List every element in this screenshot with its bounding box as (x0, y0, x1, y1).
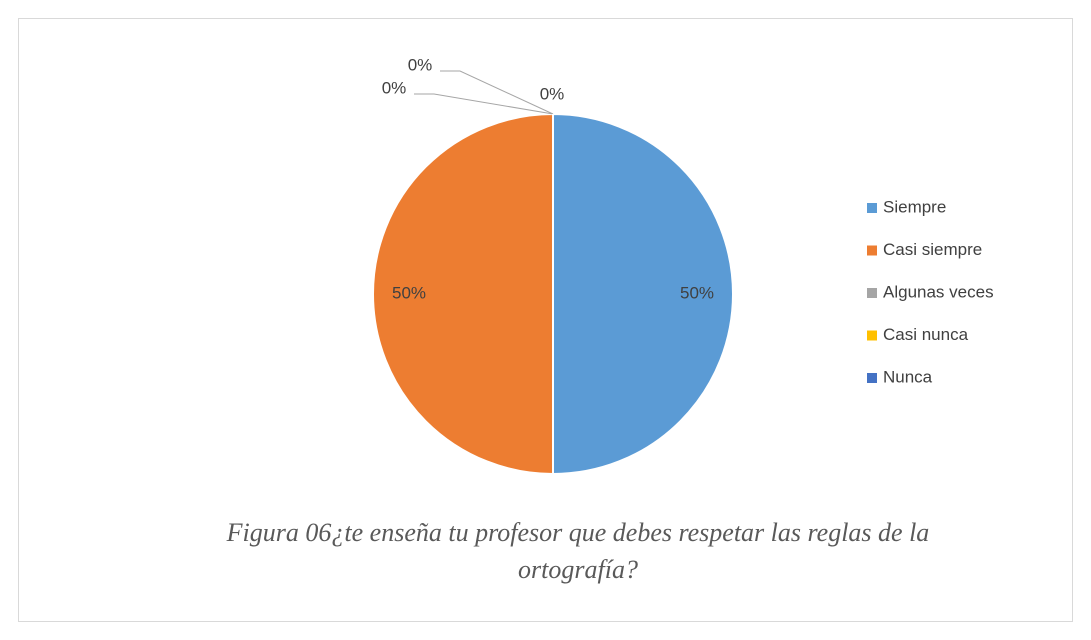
legend-label: Casi nunca (883, 325, 969, 344)
chart-title: Figura 06¿te enseña tu profesor que debe… (226, 518, 930, 584)
data-label: 0% (382, 78, 407, 97)
legend-label: Nunca (883, 367, 933, 386)
legend-label: Algunas veces (883, 282, 994, 301)
legend-swatch (867, 203, 877, 213)
data-label: 50% (392, 283, 426, 302)
legend-swatch (867, 373, 877, 383)
legend-swatch (867, 330, 877, 341)
pie-slice (552, 112, 734, 476)
data-label: 0% (540, 84, 565, 103)
legend-swatch (867, 245, 877, 256)
data-label: 50% (680, 283, 714, 302)
data-label: 0% (408, 55, 433, 74)
legend-label: Casi siempre (883, 240, 982, 259)
leader-line (414, 93, 554, 115)
legend-label: Siempre (883, 197, 946, 216)
leader-line (440, 70, 554, 115)
legend-swatch (867, 288, 877, 298)
pie-slice (372, 112, 554, 476)
